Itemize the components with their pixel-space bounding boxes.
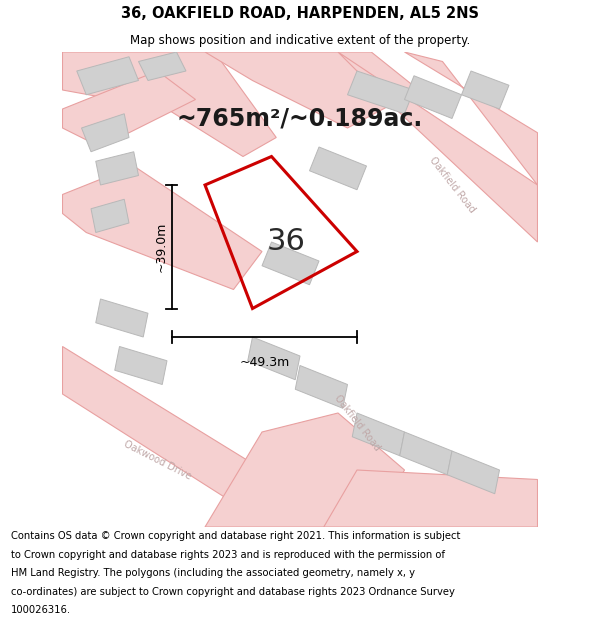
Polygon shape (324, 470, 538, 527)
Text: Oakfield Road: Oakfield Road (332, 392, 382, 452)
Polygon shape (77, 57, 139, 95)
Polygon shape (82, 114, 129, 152)
Text: 100026316.: 100026316. (11, 606, 71, 616)
Polygon shape (96, 299, 148, 337)
Polygon shape (115, 346, 167, 384)
Text: 36: 36 (266, 228, 305, 256)
Polygon shape (347, 71, 414, 114)
Polygon shape (400, 432, 452, 475)
Polygon shape (205, 413, 404, 527)
Text: Contains OS data © Crown copyright and database right 2021. This information is : Contains OS data © Crown copyright and d… (11, 531, 460, 541)
Polygon shape (91, 199, 129, 232)
Text: Oakwood Drive: Oakwood Drive (122, 439, 193, 482)
Text: ~49.3m: ~49.3m (239, 356, 290, 369)
Polygon shape (62, 52, 276, 156)
Polygon shape (447, 451, 499, 494)
Text: Oakfield Road: Oakfield Road (427, 155, 477, 215)
Text: 36, OAKFIELD ROAD, HARPENDEN, AL5 2NS: 36, OAKFIELD ROAD, HARPENDEN, AL5 2NS (121, 6, 479, 21)
Polygon shape (62, 166, 262, 289)
Polygon shape (295, 366, 347, 408)
Polygon shape (96, 152, 139, 185)
Text: ~765m²/~0.189ac.: ~765m²/~0.189ac. (177, 106, 423, 131)
Polygon shape (62, 346, 329, 527)
Polygon shape (310, 147, 367, 190)
Text: to Crown copyright and database rights 2023 and is reproduced with the permissio: to Crown copyright and database rights 2… (11, 549, 445, 559)
Text: co-ordinates) are subject to Crown copyright and database rights 2023 Ordnance S: co-ordinates) are subject to Crown copyr… (11, 587, 455, 597)
Polygon shape (139, 52, 186, 81)
Polygon shape (262, 242, 319, 285)
Polygon shape (461, 71, 509, 109)
Polygon shape (248, 337, 300, 380)
Polygon shape (62, 71, 196, 147)
Polygon shape (205, 52, 419, 128)
Polygon shape (338, 52, 538, 242)
Text: HM Land Registry. The polygons (including the associated geometry, namely x, y: HM Land Registry. The polygons (includin… (11, 568, 415, 578)
Polygon shape (404, 52, 538, 185)
Text: ~39.0m: ~39.0m (155, 221, 168, 272)
Text: Map shows position and indicative extent of the property.: Map shows position and indicative extent… (130, 34, 470, 47)
Polygon shape (404, 76, 461, 119)
Polygon shape (352, 413, 404, 456)
